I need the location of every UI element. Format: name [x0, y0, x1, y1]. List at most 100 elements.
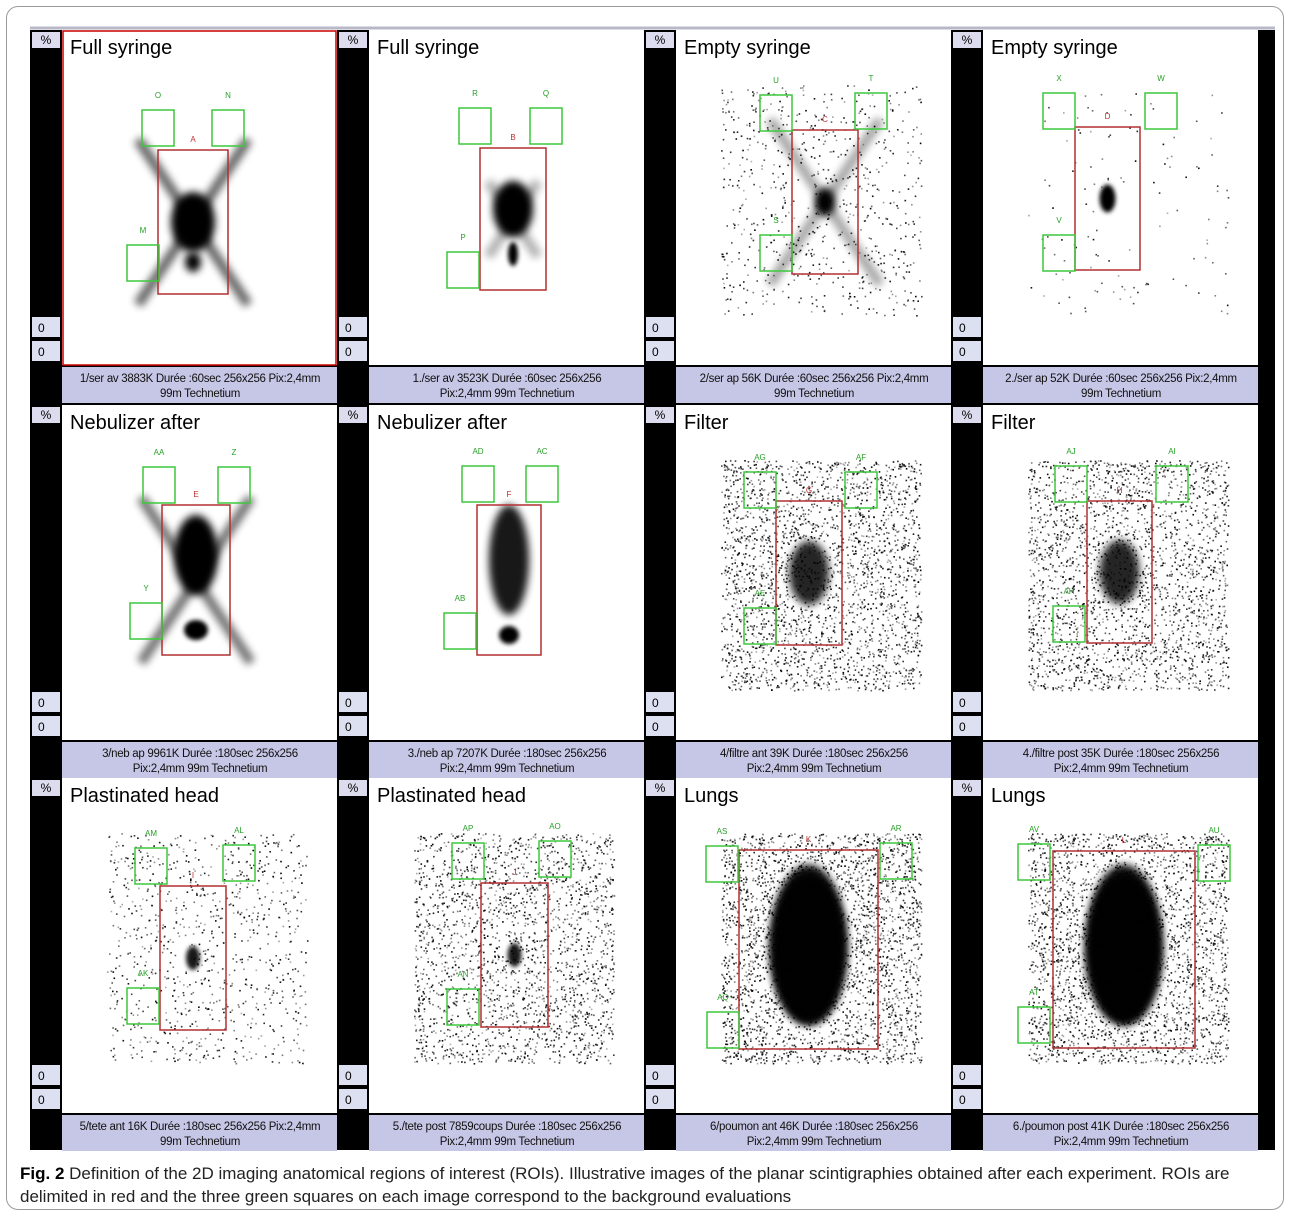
count-dot — [1175, 549, 1177, 551]
count-dot — [1209, 493, 1211, 495]
count-dot — [894, 552, 896, 554]
count-dot — [919, 640, 921, 642]
count-dot — [1225, 585, 1227, 587]
count-dot — [1033, 600, 1035, 602]
count-dot — [868, 530, 870, 532]
count-dot — [733, 472, 735, 474]
count-dot — [764, 159, 766, 161]
count-dot — [829, 607, 831, 609]
count-dot — [752, 533, 754, 535]
count-dot — [912, 88, 914, 90]
count-dot — [741, 676, 743, 678]
count-dot — [1080, 625, 1082, 627]
roi-background-label: M — [140, 226, 147, 235]
count-dot — [725, 299, 727, 301]
count-dot — [883, 533, 885, 535]
count-dot — [885, 646, 887, 648]
count-dot — [1182, 503, 1184, 505]
count-dot — [890, 625, 892, 627]
count-dot — [1098, 544, 1100, 546]
count-dot — [844, 654, 846, 656]
count-dot — [809, 463, 811, 465]
count-dot — [748, 461, 750, 463]
zero-label: 0 — [652, 321, 659, 335]
count-dot — [1052, 548, 1054, 550]
count-dot — [816, 677, 818, 679]
count-dot — [888, 467, 890, 469]
count-dot — [779, 254, 781, 256]
count-dot — [808, 499, 810, 501]
count-dot — [858, 653, 860, 655]
count-dot — [1106, 523, 1108, 525]
count-dot — [1224, 494, 1226, 496]
count-dot — [800, 617, 802, 619]
count-dot — [741, 662, 743, 664]
count-dot — [802, 513, 804, 515]
count-dot — [1173, 475, 1175, 477]
count-dot — [727, 520, 729, 522]
count-dot — [886, 610, 888, 612]
count-dot — [1052, 580, 1054, 582]
count-dot — [895, 249, 897, 251]
count-dot — [726, 104, 728, 106]
count-dot — [1156, 677, 1158, 679]
count-dot — [730, 492, 732, 494]
count-dot — [874, 464, 876, 466]
count-dot — [778, 687, 780, 689]
count-dot — [890, 475, 892, 477]
count-dot — [818, 491, 820, 493]
count-dot — [860, 563, 862, 565]
count-dot — [724, 469, 726, 471]
count-dot — [876, 533, 878, 535]
count-dot — [886, 641, 888, 643]
count-dot — [773, 181, 775, 183]
count-dot — [1075, 570, 1077, 572]
count-dot — [843, 261, 845, 263]
count-dot — [1164, 640, 1166, 642]
count-dot — [853, 679, 855, 681]
count-dot — [898, 658, 900, 660]
count-dot — [1095, 589, 1097, 591]
count-dot — [784, 609, 786, 611]
count-dot — [1031, 462, 1033, 464]
count-dot — [1064, 462, 1066, 464]
count-dot — [888, 515, 890, 517]
count-dot — [799, 302, 801, 304]
count-dot — [876, 169, 878, 171]
count-dot — [808, 509, 810, 511]
count-dot — [920, 464, 922, 466]
count-dot — [864, 629, 866, 631]
count-dot — [820, 672, 822, 674]
count-dot — [828, 218, 830, 220]
count-dot — [1203, 610, 1205, 612]
count-dot — [848, 610, 850, 612]
count-dot — [871, 568, 873, 570]
count-dot — [854, 592, 856, 594]
count-dot — [1177, 656, 1179, 658]
count-dot — [1177, 595, 1179, 597]
count-dot — [841, 98, 843, 100]
roi-label: B — [510, 133, 515, 142]
count-dot — [1218, 474, 1220, 476]
count-dot — [1033, 616, 1035, 618]
count-dot — [724, 259, 726, 261]
count-dot — [1096, 557, 1098, 559]
count-dot — [766, 517, 768, 519]
count-dot — [742, 528, 744, 530]
count-dot — [1148, 479, 1150, 481]
count-dot — [835, 641, 837, 643]
count-dot — [1121, 682, 1123, 684]
count-dot — [759, 186, 761, 188]
count-dot — [1060, 538, 1062, 540]
count-dot — [882, 628, 884, 630]
count-dot — [1160, 515, 1162, 517]
count-dot — [896, 576, 898, 578]
count-dot — [904, 627, 906, 629]
count-dot — [892, 153, 894, 155]
count-dot — [817, 227, 819, 229]
count-dot — [879, 640, 881, 642]
count-dot — [1073, 524, 1075, 526]
count-dot — [1094, 652, 1096, 654]
count-dot — [773, 164, 775, 166]
count-dot — [1201, 597, 1203, 599]
